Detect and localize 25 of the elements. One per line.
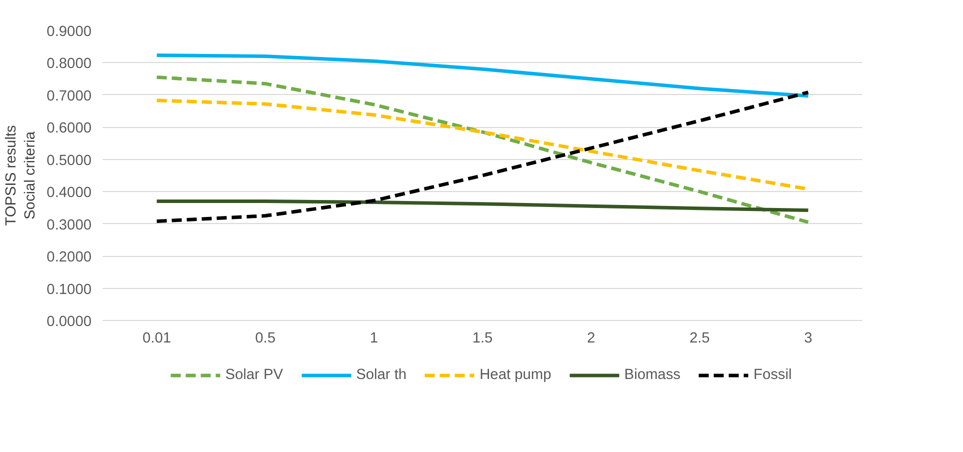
y-tick-label: 0.6000: [46, 120, 92, 137]
x-tick-label: 0.01: [142, 330, 172, 346]
legend-label: Heat pump: [480, 367, 552, 383]
y-tick-label: 0.3000: [46, 217, 92, 234]
x-tick-label: 0.5: [255, 330, 276, 346]
x-tick-label: 1: [370, 330, 378, 346]
y-tick-label: 0.5000: [46, 152, 92, 169]
y-tick-label: 0.2000: [46, 250, 92, 266]
line-series: [155, 54, 810, 98]
x-tick-label: 1.5: [472, 330, 493, 346]
x-tick-label: 2: [586, 330, 596, 346]
legend-label: Solar PV: [225, 367, 284, 383]
x-tick-label: 2.5: [689, 330, 710, 346]
y-tick-label: 0.4000: [46, 185, 92, 202]
y-tick-label: 0.9000: [46, 24, 92, 40]
x-tick-label: 3: [804, 330, 812, 346]
y-tick-label: 0.8000: [46, 56, 92, 72]
y-tick-label: 0.0000: [46, 314, 92, 330]
legend-label: Solar th: [356, 367, 407, 383]
legend-label: Biomass: [624, 367, 680, 383]
y-tick-label: 0.7000: [46, 88, 92, 104]
y-tick-label: 0.1000: [46, 282, 92, 298]
line-series: [155, 200, 810, 212]
y-axis-title: TOPSIS results Social criteria: [3, 125, 39, 226]
legend-label: Fossil: [753, 367, 792, 383]
